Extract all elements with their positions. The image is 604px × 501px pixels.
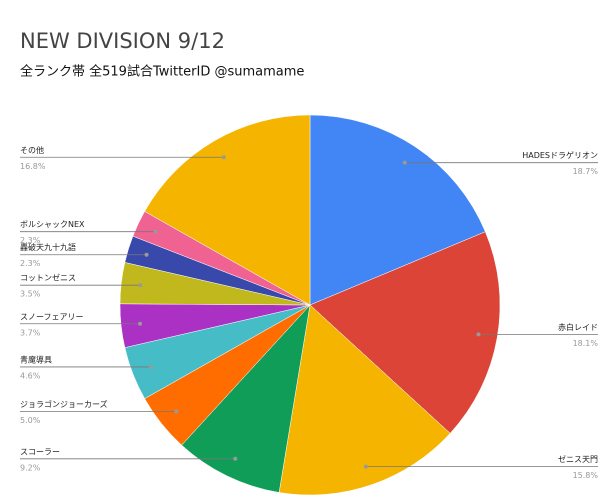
slice-value: 16.8%	[20, 162, 46, 171]
slice-label: ボルシャックNEX	[20, 220, 85, 229]
leader-dot	[221, 155, 226, 160]
slice-label: スコーラー	[20, 447, 60, 456]
slice-value: 2.3%	[20, 236, 41, 245]
slice-value: 15.8%	[573, 471, 599, 480]
slice-value: 3.7%	[20, 328, 41, 337]
pie-slice	[278, 304, 451, 496]
slice-value: 5.0%	[20, 416, 41, 425]
leader-dot	[476, 332, 481, 337]
slice-label: 赤白レイド	[558, 322, 598, 332]
leader-dot	[148, 364, 153, 369]
slice-label: コットンゼニス	[20, 273, 76, 283]
pie-slice	[309, 231, 501, 434]
slice-label: スノーフェアリー	[20, 312, 84, 321]
slice-label: ゼニス天門	[558, 454, 598, 464]
leader-dot	[233, 456, 238, 461]
slice-value: 3.5%	[20, 290, 41, 299]
leader-dot	[363, 464, 368, 469]
leader-dot	[153, 229, 158, 234]
slice-label: その他	[20, 145, 44, 155]
leader-dot	[402, 160, 407, 165]
chart-subtitle: 全ランク帯 全519試合TwitterID @sumamame	[20, 64, 304, 80]
slice-value: 18.1%	[573, 339, 599, 348]
pie-slice	[309, 114, 486, 306]
leader-dot	[138, 283, 143, 288]
leader-dot	[138, 321, 143, 326]
leader-dot	[144, 252, 149, 257]
slice-value: 4.6%	[20, 371, 41, 380]
slice-label: 青魔導具	[20, 354, 52, 364]
leader-dot	[174, 409, 179, 414]
slice-label: HADESドラゲリオン	[522, 150, 598, 160]
pie-slice	[181, 304, 311, 493]
slice-value: 2.3%	[20, 259, 41, 268]
chart-title: NEW DIVISION 9/12	[20, 29, 225, 53]
slice-value: 18.7%	[573, 167, 599, 176]
pie-slice	[144, 114, 311, 306]
slice-label: 轟破天九十九語	[20, 242, 76, 252]
slice-label: ジョラゴンジョーカーズ	[20, 399, 108, 409]
slice-value: 9.2%	[20, 463, 41, 472]
